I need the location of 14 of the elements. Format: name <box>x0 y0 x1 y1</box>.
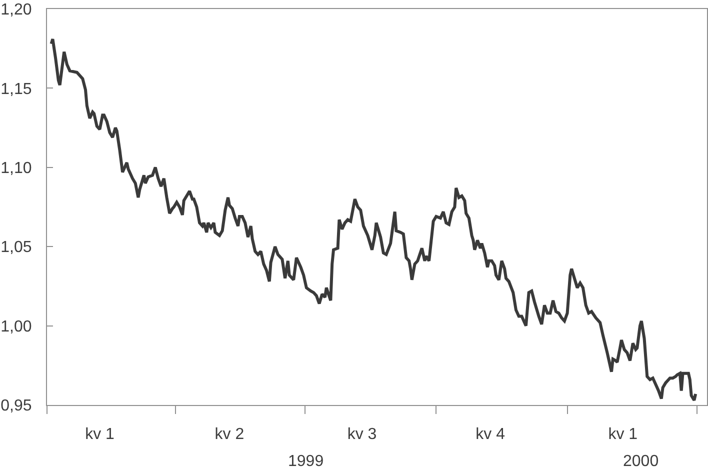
x-tick-label: kv 1 <box>608 426 638 444</box>
x2-tick-label: 1999 <box>288 453 324 470</box>
y-tick-label: 1,00 <box>0 318 32 336</box>
y-tick-label: 1,05 <box>0 239 32 256</box>
x-tick-label: kv 3 <box>347 426 377 444</box>
line-series <box>50 38 698 402</box>
x-tick-label: kv 2 <box>214 426 244 444</box>
x2-tick-label: 2000 <box>623 453 659 470</box>
y-tick-label: 1,15 <box>0 80 32 98</box>
x-tick-label: kv 1 <box>85 426 115 444</box>
y-tick-label: 0,95 <box>0 398 32 415</box>
y-tick-label: 1,20 <box>0 2 32 19</box>
y-tick-label: 1,10 <box>0 160 32 177</box>
x-tick-label: kv 4 <box>476 426 506 444</box>
